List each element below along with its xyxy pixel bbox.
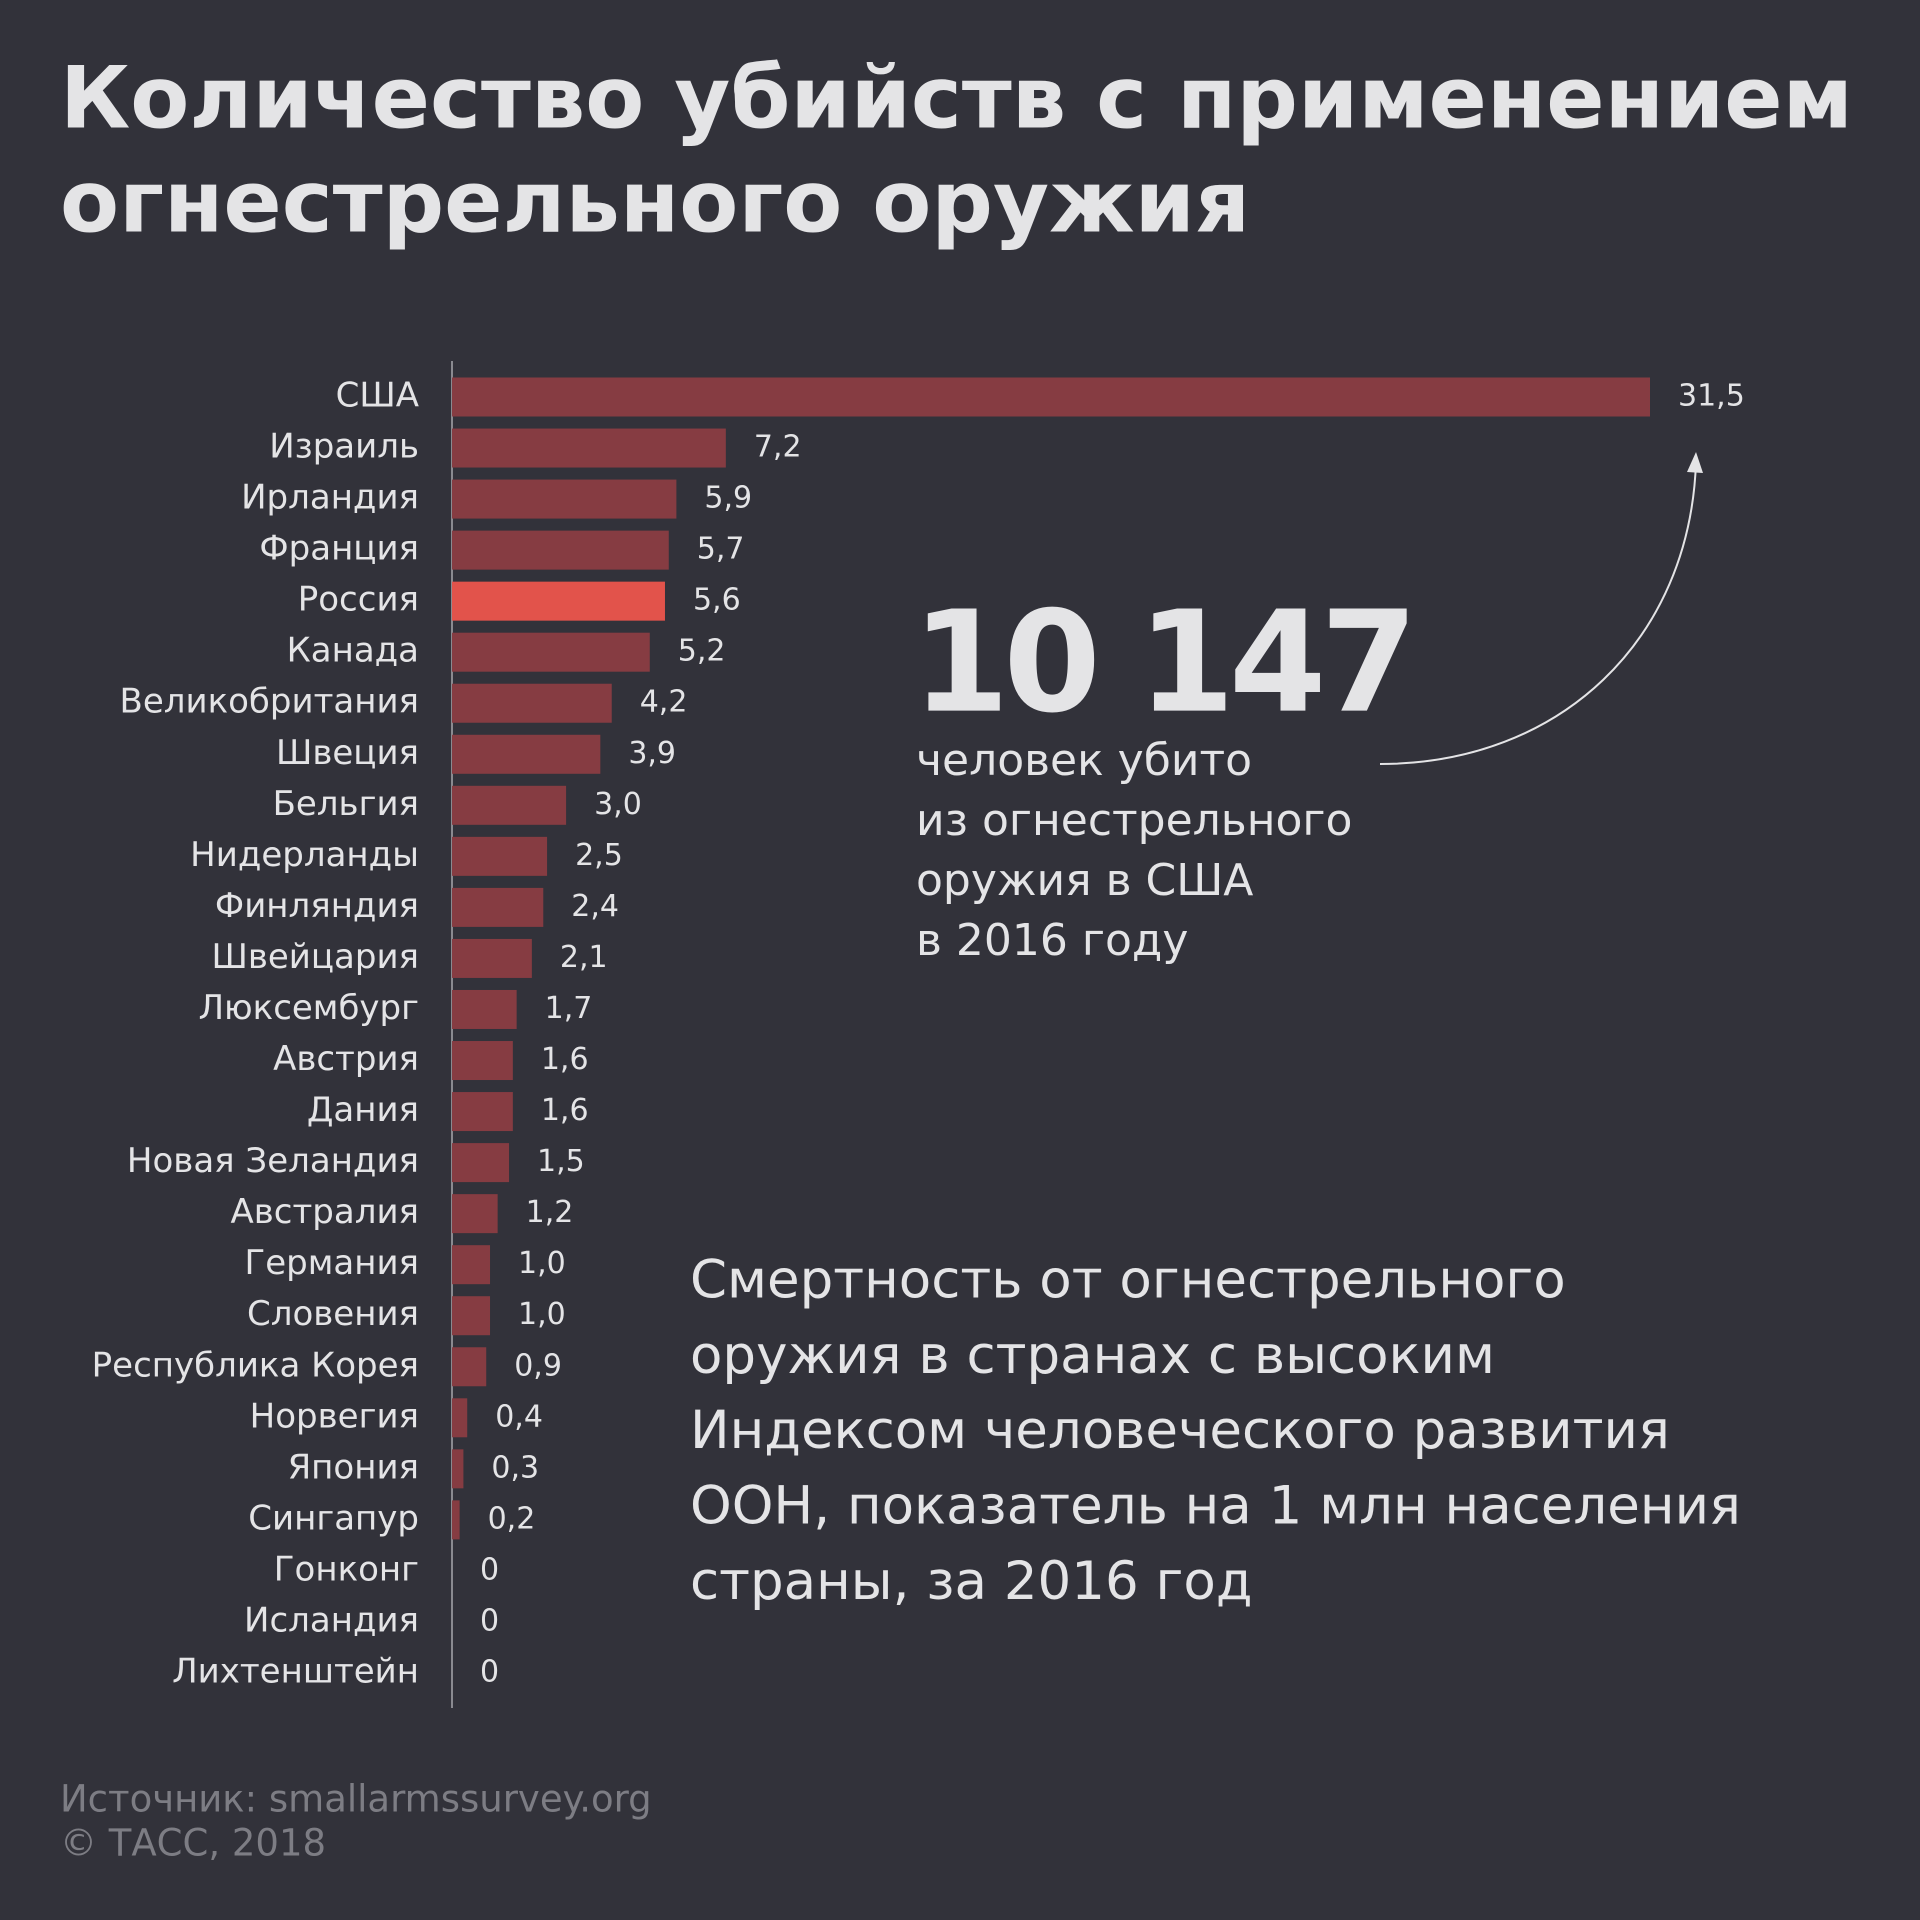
category-label: Бельгия [273,784,419,824]
category-label: Норвегия [250,1396,419,1436]
category-label: Франция [259,529,419,569]
category-label: Россия [298,580,419,620]
category-label: Словения [247,1294,419,1334]
value-label: 1,6 [541,1042,589,1077]
category-label: Республика Корея [92,1345,419,1385]
value-label: 0,3 [491,1450,539,1485]
value-label: 31,5 [1678,379,1745,414]
highlight-text: оружия в США [916,855,1253,906]
category-label: Ирландия [241,478,419,518]
bar [452,581,665,621]
bar [452,887,544,927]
subtitle: Индексом человеческого развития [690,1400,1670,1461]
value-label: 0,9 [514,1348,562,1383]
category-label: США [336,376,419,416]
category-label: Израиль [269,427,419,467]
highlight-text: из огнестрельного [916,795,1352,846]
category-label: Австралия [231,1192,420,1232]
value-label: 1,5 [537,1144,585,1179]
bar [452,989,517,1029]
arrow [1379,461,1697,765]
category-label: Дания [307,1090,419,1130]
bar [452,1347,487,1387]
bar [452,683,612,723]
bar [452,479,677,519]
value-label: 1,7 [545,991,593,1026]
category-label: Швеция [276,733,419,773]
bar [452,1245,491,1285]
bar [452,428,726,468]
value-label: 2,5 [575,838,623,873]
highlight-text: в 2016 году [916,915,1188,966]
source: © ТАСС, 2018 [60,1822,326,1865]
category-label: Нидерланды [190,835,419,875]
value-label: 1,2 [526,1195,574,1230]
bar [452,530,669,570]
category-label: Сингапур [248,1498,419,1538]
chart-title: огнестрельного оружия [60,152,1250,252]
value-label: 1,0 [518,1297,566,1332]
chart-title: Количество убийств с применением [60,48,1853,148]
category-label: Финляндия [215,886,419,926]
category-label: Швейцария [211,937,419,977]
value-label: 3,9 [628,736,676,771]
subtitle: оружия в странах с высоким [690,1325,1495,1386]
category-label: Австрия [273,1039,419,1079]
value-label: 7,2 [754,430,802,465]
bar [452,632,650,672]
bar [452,938,532,978]
arrow-head [1687,452,1703,473]
bar [452,377,1650,417]
value-label: 0 [480,1603,499,1638]
value-label: 0 [480,1552,499,1587]
value-label: 5,6 [693,583,741,618]
category-label: Канада [287,631,419,671]
category-label: Лихтенштейн [172,1652,419,1692]
category-label: Новая Зеландия [127,1141,419,1181]
bar [452,836,548,876]
bar [452,1449,464,1489]
value-label: 5,7 [697,532,745,567]
bar [452,1143,510,1183]
value-label: 0,4 [495,1399,543,1434]
highlight-number: 10 147 [912,582,1412,745]
category-label: Исландия [244,1600,419,1640]
value-label: 5,9 [704,481,752,516]
value-label: 1,6 [541,1093,589,1128]
bar [452,734,601,774]
value-label: 2,1 [560,940,608,975]
highlight-text: человек убито [916,735,1252,786]
value-label: 4,2 [640,685,688,720]
subtitle: ООН, показатель на 1 млн населения [690,1476,1741,1537]
subtitle: страны, за 2016 год [690,1551,1252,1612]
category-label: Великобритания [120,682,419,722]
category-label: Германия [245,1243,420,1283]
bar [452,785,567,825]
bar [452,1500,460,1540]
value-label: 0,2 [488,1501,536,1536]
category-label: Япония [288,1447,419,1487]
bar [452,1041,513,1081]
subtitle: Смертность от огнестрельного [690,1250,1566,1311]
value-label: 3,0 [594,787,642,822]
value-label: 1,0 [518,1246,566,1281]
bar [452,1092,513,1132]
value-label: 0 [480,1655,499,1690]
bar [452,1194,498,1234]
bar [452,1398,468,1438]
value-label: 2,4 [571,889,619,924]
value-label: 5,2 [678,634,726,669]
category-label: Гонконг [274,1549,419,1589]
category-label: Люксембург [198,988,419,1028]
source: Источник: smallarmssurvey.org [60,1778,652,1821]
bar [452,1296,491,1336]
